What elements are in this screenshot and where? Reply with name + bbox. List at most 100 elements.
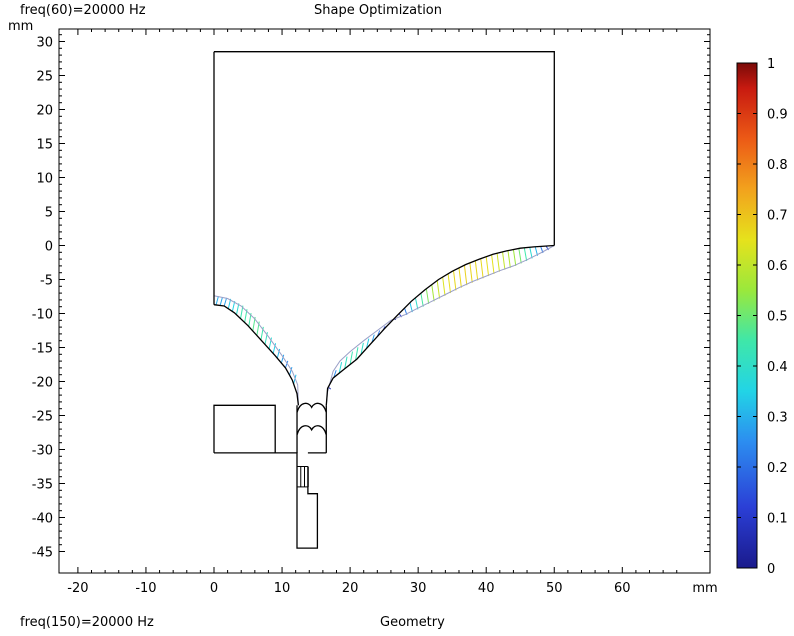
y-tick-label: 10 <box>36 172 53 187</box>
displacement-vector <box>219 296 223 306</box>
optimized-boundary-left <box>213 295 299 406</box>
left-lower-box <box>213 404 276 454</box>
displacement-vector <box>442 276 446 296</box>
colorbar-label: 0.8 <box>767 158 788 173</box>
displacement-vector <box>280 354 285 364</box>
x-tick-label: 40 <box>478 581 495 596</box>
displacement-vector <box>491 254 495 274</box>
horn-left <box>213 304 300 406</box>
bottom-step <box>275 452 319 549</box>
x-tick-label: 0 <box>210 581 218 596</box>
optimized-boundary-right <box>325 245 555 406</box>
plot-canvas[interactable]: -20 -10 0 10 20 30 40 50 60 mm302520151050-5-10-1… <box>0 0 794 600</box>
neck-wave-boundary <box>296 425 327 435</box>
displacement-vector <box>512 249 517 266</box>
displacement-vector <box>523 247 528 262</box>
y-tick-label: -25 <box>32 410 53 425</box>
displacement-vector <box>223 297 228 307</box>
displacement-vector <box>231 301 236 312</box>
geometry-outline <box>213 51 555 549</box>
displacement-vector <box>360 342 364 355</box>
x-tick-label: 60 <box>614 581 631 596</box>
displacement-vector <box>453 270 457 291</box>
colorbar-label: 0.6 <box>767 259 788 274</box>
x-axis-unit: mm <box>692 581 717 596</box>
geometry-label: Geometry <box>380 615 445 630</box>
displacement-vector <box>436 280 441 299</box>
displacement-vector <box>496 253 500 272</box>
frequency-label-top: freq(60)=20000 Hz <box>20 3 146 18</box>
displacement-vector <box>268 337 272 350</box>
y-tick-label: 25 <box>36 70 53 85</box>
colorbar-ticks: 1 0.9 0.8 0.7 0.6 0.5 0.4 0.3 0.2 0.1 0 <box>737 57 788 577</box>
displacement-vector <box>507 250 511 268</box>
y-tick-label: -10 <box>32 308 53 323</box>
displacement-vector <box>235 303 240 315</box>
displacement-vector <box>425 288 430 305</box>
axes-group: -20 -10 0 10 20 30 40 50 60 mm302520151050-5-10-1… <box>32 29 718 596</box>
x-tick-label: -10 <box>135 581 156 596</box>
outer-box <box>214 51 555 246</box>
colorbar-label: 0.3 <box>767 411 788 426</box>
x-tick-label: -20 <box>67 581 88 596</box>
displacement-vector <box>349 351 353 365</box>
colorbar-label: 0.5 <box>767 310 788 325</box>
colorbar-label: 0.1 <box>767 512 788 527</box>
y-tick-label: 20 <box>36 104 53 119</box>
y-tick-label: -5 <box>40 274 53 289</box>
colorbar-label: 0.2 <box>767 461 788 476</box>
y-tick-label: 5 <box>45 206 53 221</box>
neck-wave-boundary <box>296 402 327 413</box>
displacement-vector <box>414 297 419 310</box>
displacement-vector <box>284 360 289 369</box>
displacement-vector <box>338 362 343 374</box>
displacement-vector <box>344 356 348 369</box>
frequency-label-bottom: freq(150)=20000 Hz <box>20 615 154 630</box>
y-tick-label: -30 <box>32 444 53 459</box>
displacement-vector <box>485 256 490 277</box>
displacement-vector <box>463 265 468 286</box>
displacement-vector <box>480 258 484 279</box>
y-tick-label: -35 <box>32 478 53 493</box>
y-tick-label: 15 <box>36 138 53 153</box>
horn-right <box>325 244 555 406</box>
displacement-vector <box>227 298 232 309</box>
colorbar-label: 0.7 <box>767 209 788 224</box>
y-tick-label: -45 <box>32 546 53 561</box>
displacement-vector <box>458 267 462 288</box>
displacement-vector <box>518 248 522 264</box>
plot-frame <box>58 28 711 574</box>
displacement-vector <box>529 247 533 259</box>
displacement-vector <box>355 347 359 361</box>
displacement-vector <box>215 296 219 306</box>
y-tick-label: -20 <box>32 376 53 391</box>
displacement-vector <box>447 273 451 294</box>
displacement-vector <box>409 302 413 313</box>
displacement-vector <box>333 370 337 378</box>
colorbar-label: 1 <box>767 57 775 72</box>
x-tick-label: 30 <box>410 581 427 596</box>
displacement-vector <box>469 262 473 283</box>
x-tick-label: 10 <box>274 581 291 596</box>
x-tick-label: 50 <box>546 581 563 596</box>
y-tick-label: -40 <box>32 512 53 527</box>
displacement-vector <box>474 260 479 281</box>
y-tick-label: -15 <box>32 342 53 357</box>
displacement-vector <box>420 293 424 307</box>
displacement-vector <box>365 338 370 349</box>
colorbar-label: 0.4 <box>767 360 788 375</box>
y-tick-label: 30 <box>36 36 53 51</box>
displacement-vector <box>293 374 297 385</box>
colorbar-label: 0 <box>767 562 775 577</box>
y-axis-unit: mm <box>8 19 34 34</box>
x-tick-label: 20 <box>342 581 359 596</box>
displacement-vector <box>289 366 293 376</box>
displacement-vector <box>272 343 277 354</box>
displacement-vector <box>276 348 281 359</box>
displacement-field <box>215 245 549 390</box>
displacement-vector <box>502 251 506 270</box>
y-tick-label: 0 <box>45 240 53 255</box>
colorbar-label: 0.9 <box>767 108 788 123</box>
displacement-vector <box>431 284 435 302</box>
plot-title: Shape Optimization <box>314 3 443 18</box>
